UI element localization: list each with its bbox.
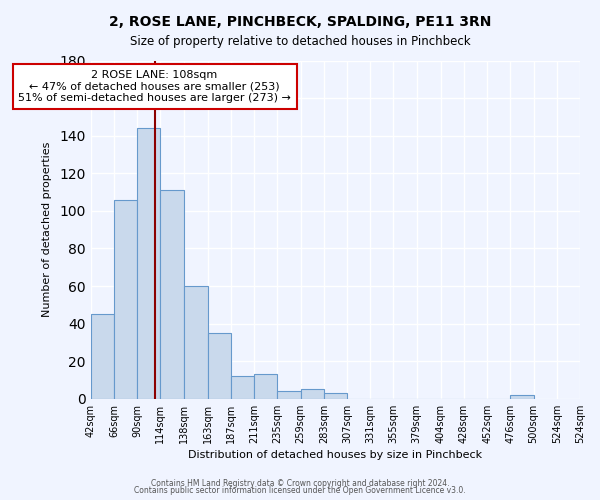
Text: Contains public sector information licensed under the Open Government Licence v3: Contains public sector information licen…: [134, 486, 466, 495]
Bar: [91, 314, 114, 399]
Bar: [114, 200, 137, 399]
Text: Size of property relative to detached houses in Pinchbeck: Size of property relative to detached ho…: [130, 35, 470, 48]
Y-axis label: Number of detached properties: Number of detached properties: [43, 142, 52, 318]
Text: 2, ROSE LANE, PINCHBECK, SPALDING, PE11 3RN: 2, ROSE LANE, PINCHBECK, SPALDING, PE11 …: [109, 15, 491, 29]
Text: 2 ROSE LANE: 108sqm
← 47% of detached houses are smaller (253)
51% of semi-detac: 2 ROSE LANE: 108sqm ← 47% of detached ho…: [18, 70, 291, 103]
Bar: [137, 128, 160, 399]
X-axis label: Distribution of detached houses by size in Pinchbeck: Distribution of detached houses by size …: [188, 450, 482, 460]
Text: Contains HM Land Registry data © Crown copyright and database right 2024.: Contains HM Land Registry data © Crown c…: [151, 478, 449, 488]
Bar: [184, 286, 208, 399]
Bar: [511, 395, 533, 399]
Bar: [231, 376, 254, 399]
Bar: [277, 392, 301, 399]
Bar: [160, 190, 184, 399]
Bar: [254, 374, 277, 399]
Bar: [208, 333, 231, 399]
Bar: [301, 390, 324, 399]
Bar: [324, 393, 347, 399]
